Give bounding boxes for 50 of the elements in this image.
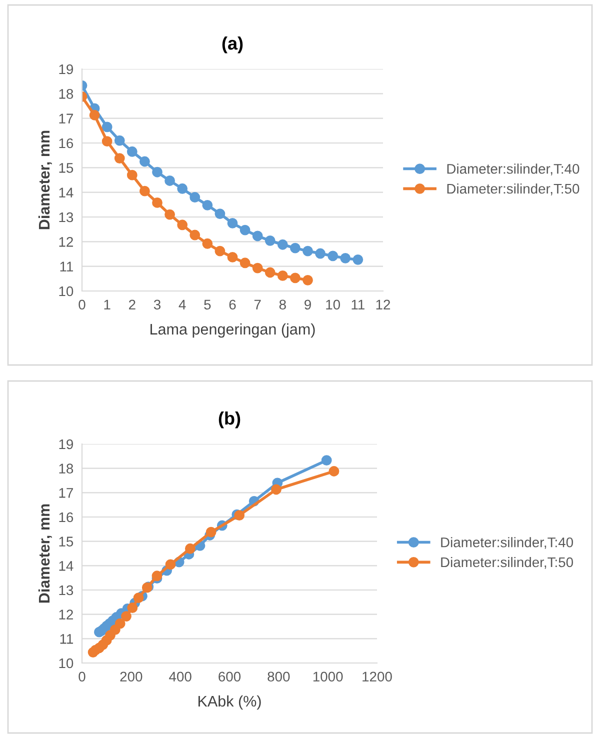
y-tick-label: 19 [59,439,74,450]
x-tick-label: 1200 [362,672,392,682]
y-tick-label: 10 [59,286,74,296]
y-tick-label: 17 [59,114,73,124]
y-tick-label: 12 [59,610,73,620]
x-tick-label: 600 [218,672,241,682]
y-tick-label: 11 [60,634,73,644]
y-tick-label: 11 [60,262,73,272]
y-tick-label: 16 [59,138,74,148]
x-tick-label: 10 [326,300,340,310]
y-tick-label: 15 [59,163,74,173]
y-tick-label: 17 [59,488,73,498]
y-tick-label: 12 [59,237,73,247]
y-tick-label: 16 [59,512,74,522]
x-tick-label: 8 [279,300,286,310]
x-tick-label: 1000 [313,672,343,682]
x-tick-label: 5 [204,300,211,310]
x-tick-label: 800 [268,672,290,682]
y-tick-label: 18 [59,464,74,474]
legend-label: Diameter:silinder,T:50 [441,556,574,569]
y-tick-label: 13 [59,212,74,222]
y-tick-label: 10 [59,658,74,668]
y-tick-label: 19 [59,64,74,74]
x-tick-label: 7 [254,300,261,310]
x-axis-title: KAbk (%) [198,695,261,710]
x-tick-label: 11 [352,300,364,310]
y-tick-label: 13 [59,585,74,596]
x-tick-label: 3 [154,300,160,310]
x-tick-label: 9 [304,300,311,310]
y-tick-label: 18 [59,89,74,99]
x-tick-label: 12 [376,300,390,310]
y-axis-title: Diameter, mm [38,130,52,230]
y-tick-label: 14 [59,561,74,571]
y-tick-label: 15 [59,536,74,547]
chart-title: (b) [218,411,240,428]
x-tick-label: 0 [78,672,86,682]
legend-label: Diameter:silinder,T:40 [441,537,574,549]
x-tick-label: 200 [120,672,142,682]
x-tick-label: 4 [178,300,186,310]
x-axis-title: Lama pengeringan (jam) [150,323,315,338]
legend-label: Diameter:silinder,T:50 [447,183,580,196]
y-tick-label: 14 [59,188,74,198]
x-tick-label: 1 [104,300,110,310]
x-tick-label: 2 [129,300,136,310]
chart-title: (a) [222,36,243,54]
x-tick-label: 400 [169,672,192,682]
y-axis-title: Diameter, mm [38,504,52,603]
x-tick-label: 6 [229,300,236,310]
x-tick-label: 0 [78,300,86,310]
legend-label: Diameter:silinder,T:40 [447,164,580,176]
